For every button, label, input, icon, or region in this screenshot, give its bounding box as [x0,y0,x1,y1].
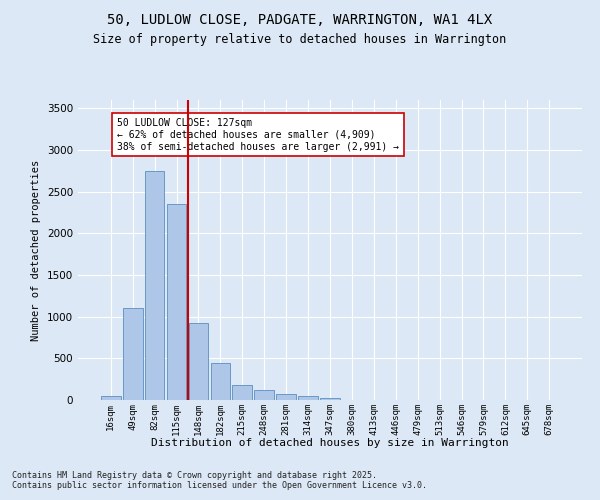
Bar [276,394,296,400]
Y-axis label: Number of detached properties: Number of detached properties [31,160,41,340]
Bar [298,396,318,400]
Bar [188,322,208,400]
Bar [232,386,252,400]
Bar [123,308,143,400]
Bar [145,171,164,400]
Bar [101,396,121,400]
Bar [167,204,187,400]
Bar [211,364,230,400]
Text: 50 LUDLOW CLOSE: 127sqm
← 62% of detached houses are smaller (4,909)
38% of semi: 50 LUDLOW CLOSE: 127sqm ← 62% of detache… [118,118,400,152]
Bar [320,398,340,400]
Text: Size of property relative to detached houses in Warrington: Size of property relative to detached ho… [94,32,506,46]
Text: Contains HM Land Registry data © Crown copyright and database right 2025.
Contai: Contains HM Land Registry data © Crown c… [12,470,427,490]
Bar [254,390,274,400]
Text: 50, LUDLOW CLOSE, PADGATE, WARRINGTON, WA1 4LX: 50, LUDLOW CLOSE, PADGATE, WARRINGTON, W… [107,12,493,26]
Text: Distribution of detached houses by size in Warrington: Distribution of detached houses by size … [151,438,509,448]
